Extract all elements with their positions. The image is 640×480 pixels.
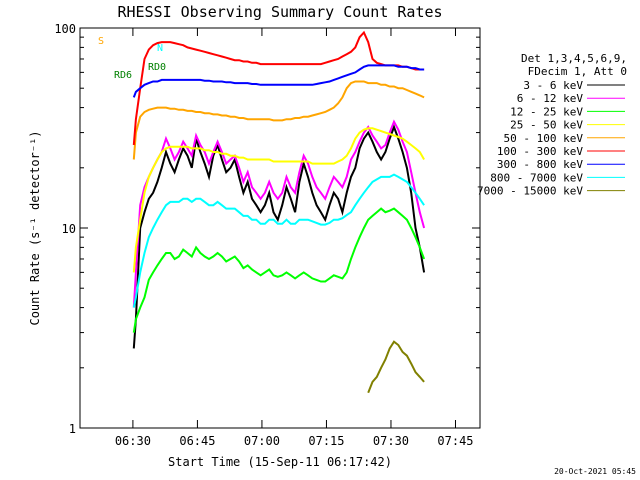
y-axis-label: Count Rate (s⁻¹ detector⁻¹)	[28, 130, 42, 325]
x-tick-label-3: 07:15	[308, 434, 344, 448]
series-line-4-0	[132, 80, 425, 160]
x-tick-label-0: 06:30	[115, 434, 151, 448]
legend-label-4: 50 - 100 keV	[504, 132, 584, 145]
legend-label-3: 25 - 50 keV	[510, 119, 583, 132]
legend-label-2: 12 - 25 keV	[510, 105, 583, 118]
annotation-2: RD0	[148, 62, 166, 73]
series-line-6-0	[132, 64, 425, 98]
annotation-1: N	[157, 43, 163, 54]
x-tick-label-2: 07:00	[244, 434, 280, 448]
series-line-7-0	[132, 173, 425, 308]
legend-label-8: 7000 - 15000 keV	[477, 185, 583, 198]
legend-header-0: Det 1,3,4,5,6,9,	[521, 52, 627, 65]
y-tick-label-1: 10	[62, 222, 76, 236]
legend-label-7: 800 - 7000 keV	[490, 171, 583, 184]
y-tick-label-0: 1	[69, 422, 76, 436]
legend-label-6: 300 - 800 keV	[497, 158, 583, 171]
legend-label-1: 6 - 12 keV	[517, 92, 584, 105]
chart-title: RHESSI Observing Summary Count Rates	[117, 3, 442, 21]
series-line-1-0	[132, 119, 426, 308]
plot-area: S N RD0 RD6	[98, 30, 426, 394]
x-tick-label-4: 07:30	[373, 434, 409, 448]
series-line-3-0	[132, 127, 425, 273]
x-axis-label: Start Time (15-Sep-11 06:17:42)	[168, 455, 392, 469]
series-line-5-0	[132, 30, 425, 146]
annotation-3: RD6	[114, 70, 132, 81]
series-line-2-0	[132, 207, 426, 333]
annotation-0: S	[98, 36, 104, 47]
legend-label-0: 3 - 6 keV	[523, 79, 583, 92]
y-tick-label-2: 100	[54, 22, 76, 36]
legend-header-1: FDecim 1, Att 0	[528, 65, 627, 78]
legend-label-5: 100 - 300 keV	[497, 145, 583, 158]
x-axis: 06:30 06:45 07:00 07:15 07:30 07:45	[115, 28, 474, 448]
series-line-0-0	[132, 124, 426, 349]
x-tick-label-5: 07:45	[437, 434, 473, 448]
series-line-8-0	[367, 340, 425, 394]
legend: Det 1,3,4,5,6,9,FDecim 1, Att 03 - 6 keV…	[477, 52, 627, 198]
footer-date: 20-Oct-2021 05:45	[554, 467, 636, 476]
y-axis: 1 10 100	[54, 22, 480, 436]
x-tick-label-1: 06:45	[179, 434, 215, 448]
